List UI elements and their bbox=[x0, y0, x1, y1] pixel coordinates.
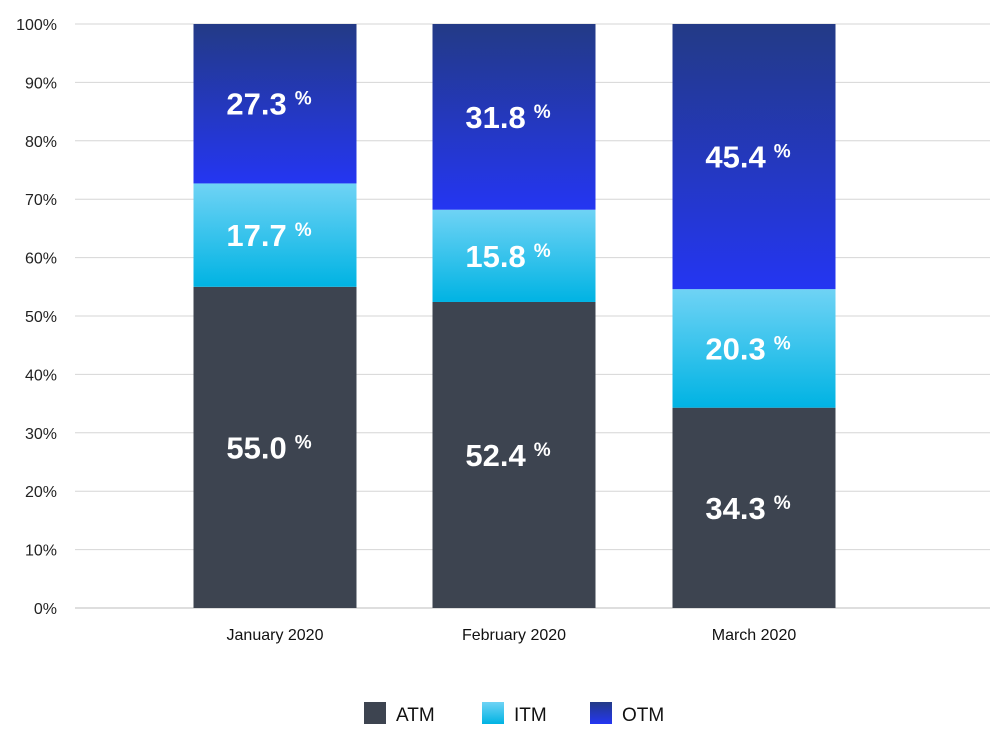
data-label: 55.0% bbox=[226, 430, 311, 465]
legend-item-atm: ATM bbox=[364, 702, 435, 726]
y-tick-label: 30% bbox=[25, 426, 57, 443]
x-tick-label: March 2020 bbox=[712, 627, 797, 644]
legend-label: OTM bbox=[622, 705, 664, 726]
y-tick-label: 100% bbox=[16, 17, 57, 34]
y-tick-label: 40% bbox=[25, 367, 57, 384]
y-tick-label: 20% bbox=[25, 484, 57, 501]
bar-segment-otm bbox=[193, 24, 357, 184]
y-tick-label: 70% bbox=[25, 192, 57, 209]
y-tick-label: 60% bbox=[25, 251, 57, 268]
y-tick-label: 10% bbox=[25, 543, 57, 560]
x-tick-label: February 2020 bbox=[462, 627, 566, 644]
data-label: 31.8% bbox=[465, 100, 550, 135]
y-tick-label: 50% bbox=[25, 309, 57, 326]
y-tick-label: 0% bbox=[34, 601, 57, 618]
legend-label: ITM bbox=[514, 705, 547, 726]
data-label: 45.4% bbox=[705, 140, 790, 175]
data-label: 27.3% bbox=[226, 87, 311, 122]
bar-segment-atm bbox=[193, 286, 357, 608]
data-label: 17.7% bbox=[226, 218, 311, 253]
y-tick-label: 90% bbox=[25, 75, 57, 92]
legend-item-itm: ITM bbox=[482, 702, 547, 726]
data-label: 52.4% bbox=[465, 438, 550, 473]
legend: ATM ITM OTM bbox=[364, 702, 664, 726]
legend-label: ATM bbox=[396, 705, 435, 726]
x-axis: January 2020 February 2020 March 2020 bbox=[227, 627, 797, 644]
bar-segment-itm bbox=[193, 183, 357, 287]
data-label: 15.8% bbox=[465, 239, 550, 274]
bar-segment-otm bbox=[672, 24, 836, 290]
bar-segment-itm bbox=[432, 209, 596, 302]
legend-swatch bbox=[482, 702, 504, 724]
bar-segment-itm bbox=[672, 289, 836, 408]
legend-item-otm: OTM bbox=[590, 702, 664, 726]
bar-segment-atm bbox=[672, 407, 836, 608]
data-label: 20.3% bbox=[705, 331, 790, 366]
bar-segment-atm bbox=[432, 301, 596, 608]
data-label: 34.3% bbox=[705, 491, 790, 526]
bars bbox=[193, 24, 836, 608]
legend-swatch bbox=[364, 702, 386, 724]
bar-segment-otm bbox=[432, 24, 596, 210]
y-axis: 0% 10% 20% 30% 40% 50% 60% 70% 80% 90% 100% bbox=[16, 17, 57, 618]
legend-swatch bbox=[590, 702, 612, 724]
y-tick-label: 80% bbox=[25, 134, 57, 151]
data-labels: 55.0 % 17.7 % 27.3 % 52.4 % 15.8 % 31.8 % 34.3 % 20.3%… bbox=[226, 87, 790, 526]
x-tick-label: January 2020 bbox=[227, 627, 324, 644]
